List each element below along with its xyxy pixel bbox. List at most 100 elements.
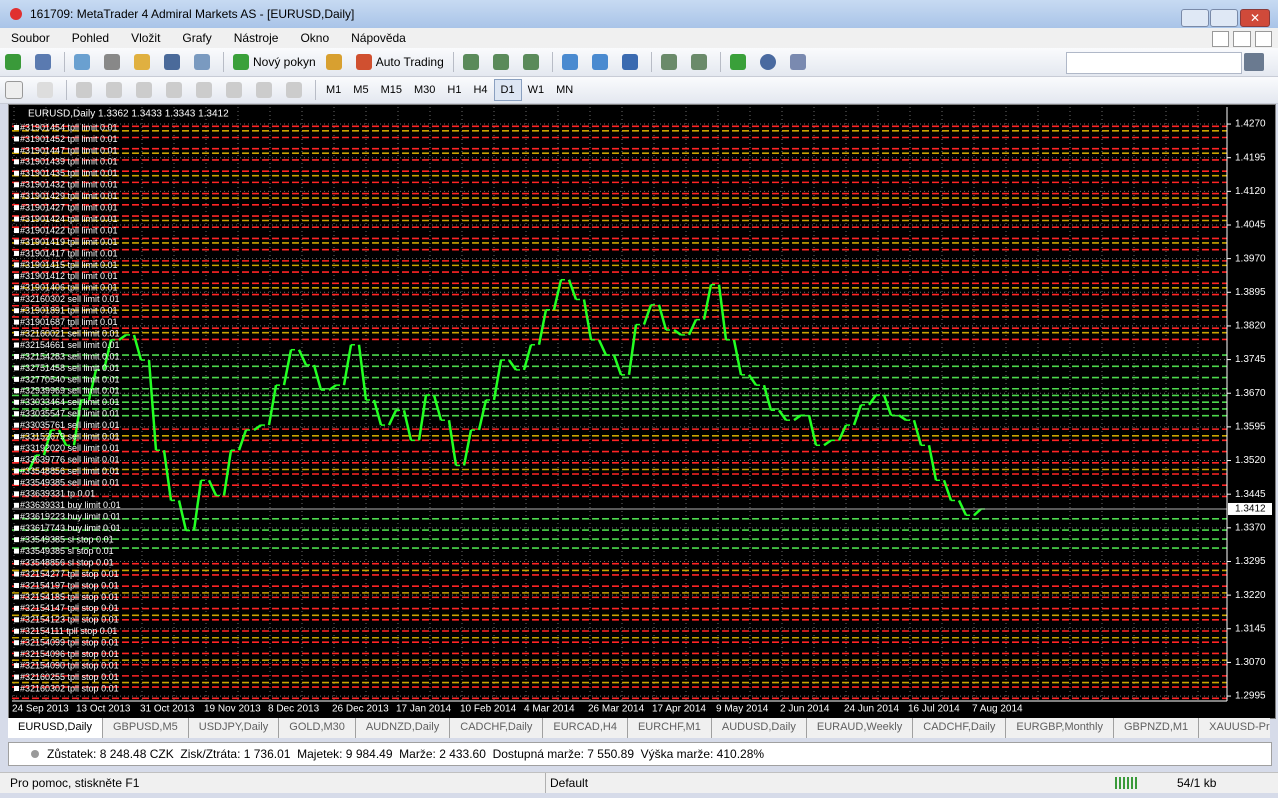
timeframe-button[interactable]: H4 bbox=[473, 84, 488, 96]
chart-tab[interactable]: EURUSD,Daily bbox=[8, 718, 103, 738]
chart-tab[interactable]: GBPNZD,M1 bbox=[1114, 718, 1200, 738]
chart-tab[interactable]: XAUUSD-Pro,M bbox=[1199, 718, 1270, 738]
tester[interactable] bbox=[190, 51, 218, 73]
menu-item[interactable]: Okno bbox=[300, 31, 330, 45]
cursor-tool[interactable] bbox=[1, 79, 31, 101]
price-bar bbox=[912, 419, 923, 446]
chart-window bbox=[8, 104, 1276, 719]
data-window[interactable] bbox=[100, 51, 128, 73]
order-label: #33639331 buy limit 0.01 bbox=[20, 500, 121, 510]
price-bar bbox=[402, 409, 413, 441]
horizontal-line[interactable] bbox=[102, 79, 130, 101]
chart-tab[interactable]: USDJPY,Daily bbox=[189, 718, 280, 738]
market-watch[interactable] bbox=[70, 51, 98, 73]
price-bar bbox=[417, 394, 428, 441]
order-label: #33549385 sl stop 0.01 bbox=[20, 546, 114, 556]
fibonacci[interactable] bbox=[192, 79, 220, 101]
meta-editor[interactable] bbox=[322, 51, 350, 73]
channel[interactable] bbox=[162, 79, 190, 101]
order-label: #33035547 sell limit 0.01 bbox=[20, 409, 120, 419]
icon bbox=[106, 82, 122, 98]
chart-tab[interactable]: GOLD,M30 bbox=[279, 718, 356, 738]
menu-item[interactable]: Soubor bbox=[11, 31, 50, 45]
indicators[interactable] bbox=[726, 51, 754, 73]
toolbar-drawing: M1 M5 M15 M30 H1 H4 D1 W1 MN bbox=[0, 77, 1278, 104]
y-tick-label: 1.3370 bbox=[1235, 522, 1266, 533]
auto-scroll[interactable] bbox=[657, 51, 685, 73]
maximize-button[interactable] bbox=[1210, 9, 1238, 27]
icon bbox=[256, 82, 272, 98]
price-bar bbox=[777, 409, 788, 421]
new-order-button[interactable]: Nový pokyn bbox=[229, 51, 320, 73]
mdi-minimize[interactable] bbox=[1212, 31, 1230, 47]
price-bar bbox=[837, 424, 848, 441]
menu-item[interactable]: Nápověda bbox=[351, 31, 406, 45]
menu-item[interactable]: Pohled bbox=[71, 31, 110, 45]
x-tick-label: 26 Mar 2014 bbox=[588, 704, 645, 715]
label-tool[interactable] bbox=[252, 79, 280, 101]
order-icon bbox=[14, 468, 19, 474]
order-icon bbox=[14, 617, 19, 623]
crosshair-tool[interactable] bbox=[33, 79, 61, 101]
order-icon bbox=[14, 285, 19, 291]
chart-tab[interactable]: EURAUD,Weekly bbox=[807, 718, 914, 738]
menu-item[interactable]: Grafy bbox=[182, 31, 212, 45]
timeframe-button[interactable]: M15 bbox=[380, 84, 402, 96]
zoom-in[interactable] bbox=[558, 51, 586, 73]
x-tick-label: 17 Jan 2014 bbox=[396, 704, 451, 715]
order-icon bbox=[14, 331, 19, 337]
order-icon bbox=[14, 159, 19, 165]
timeframe-button[interactable]: W1 bbox=[527, 84, 545, 96]
chart-tab[interactable]: EURCHF,M1 bbox=[628, 718, 712, 738]
arrows-tool[interactable] bbox=[282, 79, 310, 101]
profiles[interactable] bbox=[31, 51, 59, 73]
timeframe-button[interactable]: MN bbox=[556, 84, 574, 96]
order-icon bbox=[14, 422, 19, 428]
bar-chart[interactable] bbox=[459, 51, 487, 73]
new-chart[interactable] bbox=[1, 51, 29, 73]
mdi-close[interactable] bbox=[1254, 31, 1272, 47]
candle-chart[interactable] bbox=[489, 51, 517, 73]
zoom-out[interactable] bbox=[588, 51, 616, 73]
tile-windows[interactable] bbox=[618, 51, 646, 73]
terminal[interactable] bbox=[160, 51, 188, 73]
timeframe-button[interactable]: H1 bbox=[447, 84, 462, 96]
trendline[interactable] bbox=[132, 79, 160, 101]
price-bar bbox=[823, 439, 832, 447]
chart-tab[interactable]: EURGBP,Monthly bbox=[1006, 718, 1114, 738]
minimize-button[interactable] bbox=[1181, 9, 1209, 27]
line-chart[interactable] bbox=[519, 51, 547, 73]
mdi-restore[interactable] bbox=[1233, 31, 1251, 47]
price-bar bbox=[477, 399, 488, 431]
templates[interactable] bbox=[786, 51, 814, 73]
periods[interactable] bbox=[756, 51, 784, 73]
chart-tab[interactable]: CADCHF,Daily bbox=[913, 718, 1007, 738]
chart-shift[interactable] bbox=[687, 51, 715, 73]
close-button[interactable]: ✕ bbox=[1240, 9, 1270, 27]
chart-tab[interactable]: EURCAD,H4 bbox=[543, 718, 628, 738]
separator bbox=[223, 52, 224, 72]
menu-item[interactable]: Vložit bbox=[131, 31, 161, 45]
x-tick-label: 26 Dec 2013 bbox=[332, 704, 389, 715]
text-tool[interactable] bbox=[222, 79, 250, 101]
alerts-button[interactable] bbox=[1244, 53, 1264, 71]
timeframe-button[interactable]: D1 bbox=[493, 79, 522, 101]
price-bar bbox=[372, 399, 383, 426]
timeframe-button[interactable]: M5 bbox=[353, 84, 369, 96]
order-icon bbox=[14, 663, 19, 669]
chart-tab[interactable]: CADCHF,Daily bbox=[450, 718, 544, 738]
auto-trading-button[interactable]: Auto Trading bbox=[352, 51, 448, 73]
price-bar bbox=[898, 414, 907, 422]
navigator[interactable] bbox=[130, 51, 158, 73]
vertical-line[interactable] bbox=[72, 79, 100, 101]
chart-tab[interactable]: AUDUSD,Daily bbox=[712, 718, 807, 738]
search-box[interactable] bbox=[1066, 52, 1242, 74]
order-icon bbox=[14, 147, 19, 153]
chart-tab[interactable]: GBPUSD,M5 bbox=[103, 718, 189, 738]
menu-item[interactable]: Nástroje bbox=[233, 31, 279, 45]
current-price-box bbox=[1228, 502, 1272, 515]
price-bar bbox=[612, 354, 623, 376]
chart-tab[interactable]: AUDNZD,Daily bbox=[356, 718, 451, 738]
timeframe-button[interactable]: M1 bbox=[326, 84, 342, 96]
timeframe-button[interactable]: M30 bbox=[413, 84, 436, 96]
